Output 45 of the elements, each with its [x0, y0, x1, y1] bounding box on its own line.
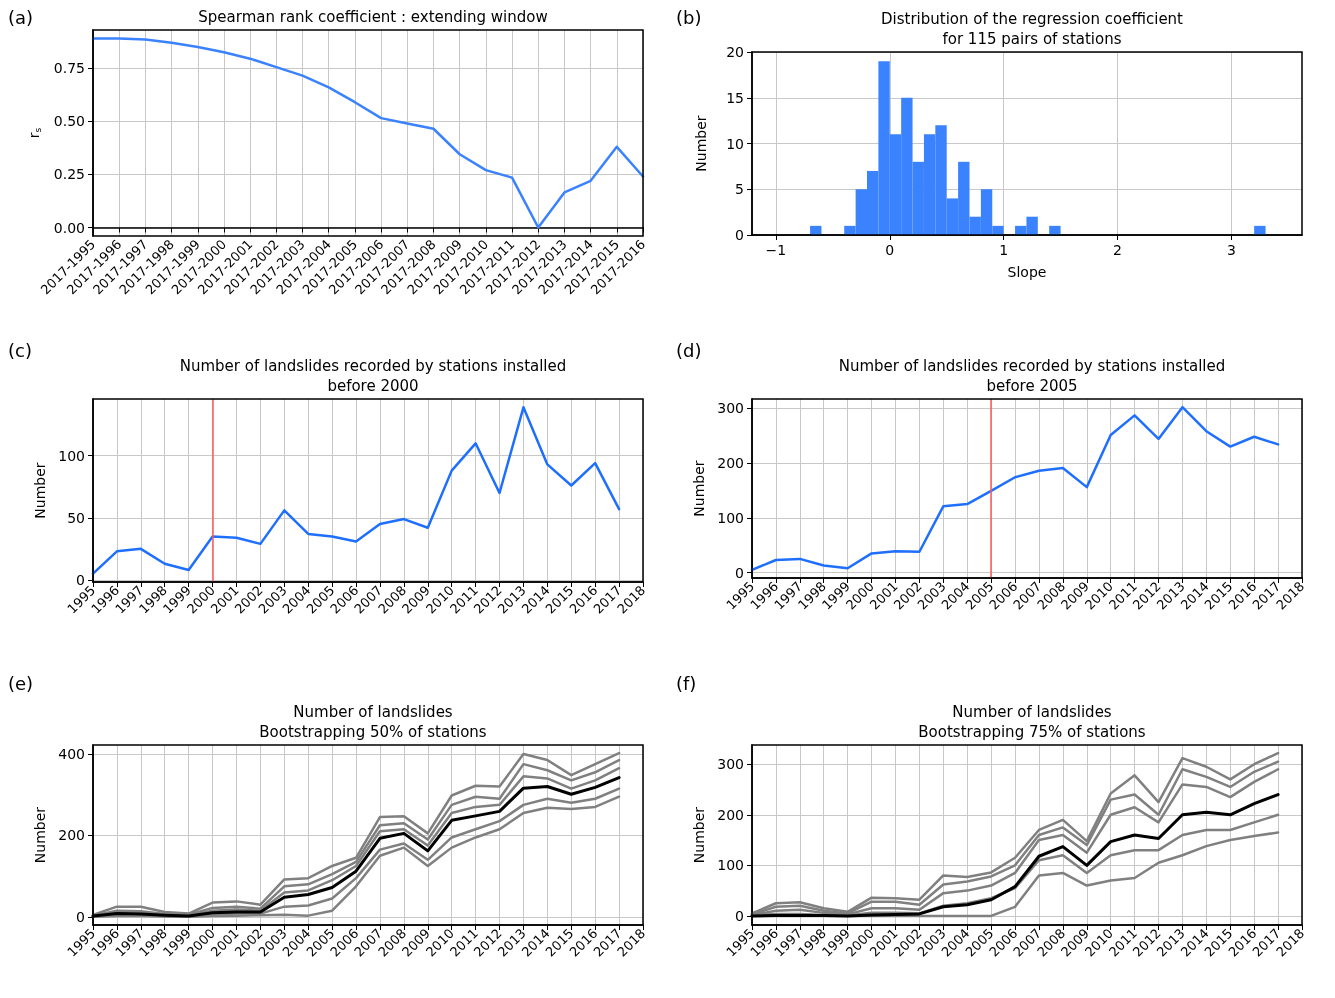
y-axis-title: rs	[26, 127, 44, 139]
text: (e)	[8, 672, 34, 694]
y-tick-label: 200	[58, 827, 85, 844]
y-tick-label: 0	[735, 564, 744, 581]
chart-title: Number of landslides recorded by stations installed before 2000	[179, 357, 567, 395]
y-tick-label: 0.50	[53, 113, 85, 130]
y-tick-label: 15	[726, 89, 744, 106]
y-axis-title: Number	[32, 462, 49, 519]
x-tick-label: −1	[765, 242, 787, 258]
y-axis-title: Number	[32, 806, 49, 864]
chart-title: Distribution of the regression coefficient for 115 pairs of stations	[881, 10, 1184, 48]
text: (f)	[676, 672, 697, 694]
text: (a)	[8, 6, 34, 28]
y-tick-label: 100	[717, 857, 744, 874]
y-tick-label: 50	[67, 509, 85, 526]
y-tick-label: 200	[717, 806, 744, 823]
x-tick-label: 3	[1226, 242, 1236, 258]
text: (d)	[676, 339, 702, 361]
chart-title: Number of landslides Bootstrapping 50% of stations	[259, 703, 487, 741]
y-tick-label: 100	[717, 509, 744, 526]
chart-title: Spearman rank coefficient : extending window	[198, 8, 548, 26]
y-tick-label: 0.00	[53, 219, 85, 236]
y-tick-label: 0	[735, 907, 744, 924]
y-tick-label: 10	[726, 135, 744, 152]
y-tick-label: 400	[58, 745, 85, 762]
x-tick-label: 2	[1113, 242, 1122, 258]
y-tick-label: 0	[76, 908, 85, 925]
text: (b)	[676, 6, 702, 28]
y-axis-title: Number	[693, 115, 709, 172]
text: (c)	[8, 339, 32, 361]
y-axis-title: Number	[691, 806, 708, 864]
x-tick-label: 0	[885, 242, 895, 258]
chart-title: Number of landslides Bootstrapping 75% of stations	[918, 703, 1146, 741]
y-axis-title: Number	[691, 460, 708, 517]
y-tick-label: 20	[726, 44, 744, 60]
y-tick-label: 0.25	[53, 166, 85, 183]
x-tick-label: 1	[999, 242, 1009, 258]
y-tick-label: 300	[717, 400, 744, 417]
y-tick-label: 5	[735, 181, 744, 198]
y-tick-label: 100	[58, 447, 85, 464]
chart-title: Number of landslides recorded by stations installed before 2005	[838, 357, 1226, 395]
x-axis-title: Slope	[1007, 264, 1047, 280]
y-tick-label: 0.75	[53, 60, 85, 77]
y-tick-label: 300	[717, 756, 744, 773]
y-tick-label: 200	[717, 455, 744, 472]
